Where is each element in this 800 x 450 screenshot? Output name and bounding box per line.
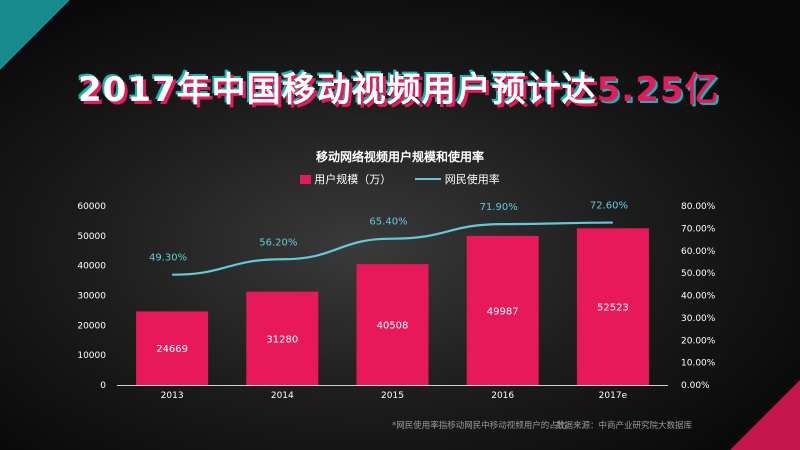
chart-title: 移动网络视频用户规模和使用率 — [315, 150, 484, 164]
y-right-tick-label: 70.00% — [681, 224, 716, 234]
title-main-text: 2017年中国移动视频用户预计达 — [78, 70, 597, 110]
bar — [356, 264, 429, 385]
legend-label-line: 网民使用率 — [444, 173, 500, 186]
bar — [466, 235, 539, 385]
y-left-tick-label: 30000 — [77, 292, 106, 302]
legend-item-bars: 用户规模（万） — [300, 171, 391, 187]
bar-value-label: 40508 — [377, 321, 409, 332]
y-right-tick-label: 30.00% — [681, 314, 716, 324]
bar-value-label: 52523 — [597, 303, 629, 314]
footnote: *网民使用率指移动网民中移动视频用户的占比 — [392, 421, 567, 431]
bar — [246, 291, 319, 385]
y-left-tick-label: 10000 — [77, 351, 106, 361]
usage-rate-label: 71.90% — [480, 202, 518, 213]
title-highlight-text: 5.25亿 — [596, 70, 720, 110]
x-tick-label: 2014 — [271, 391, 294, 401]
y-right-tick-label: 50.00% — [681, 269, 716, 279]
usage-rate-label: 72.60% — [590, 201, 628, 212]
bar-value-label: 49987 — [487, 306, 519, 317]
usage-rate-label: 56.20% — [259, 237, 297, 248]
legend-item-line: 网民使用率 — [414, 171, 500, 187]
y-right-tick-label: 80.00% — [681, 202, 716, 212]
corner-accent-bottom-right — [730, 380, 800, 450]
bar — [576, 228, 649, 385]
y-left-tick-label: 0 — [100, 381, 106, 391]
x-tick-label: 2015 — [381, 391, 404, 401]
y-right-tick-label: 60.00% — [681, 247, 716, 257]
corner-accent-top-left — [0, 0, 70, 70]
y-right-tick-label: 10.00% — [681, 359, 716, 369]
bar-value-label: 24669 — [156, 344, 188, 355]
y-left-tick-label: 20000 — [77, 321, 106, 331]
usage-rate-label: 49.30% — [149, 253, 187, 264]
usage-rate-label: 65.40% — [369, 217, 407, 228]
x-tick-label: 2013 — [161, 391, 184, 401]
legend-swatch-bar — [300, 175, 312, 184]
y-left-tick-label: 50000 — [77, 232, 106, 242]
y-left-tick-label: 60000 — [77, 202, 106, 212]
y-right-tick-label: 0.00% — [681, 381, 710, 391]
y-right-tick-label: 40.00% — [681, 292, 716, 302]
bar — [136, 311, 209, 385]
chart-legend: 用户规模（万） 网民使用率 — [0, 171, 800, 187]
y-left-tick-label: 40000 — [77, 262, 106, 272]
legend-swatch-line — [414, 178, 441, 180]
bar-value-label: 31280 — [266, 334, 298, 345]
y-right-tick-label: 20.00% — [681, 336, 716, 346]
legend-label-bars: 用户规模（万） — [314, 173, 392, 186]
source-note: 数据来源：中商产业研究院大数据库 — [556, 421, 693, 431]
x-tick-label: 2017e — [599, 391, 628, 401]
x-tick-label: 2016 — [491, 391, 514, 401]
page-title: 2017年中国移动视频用户预计达5.25亿 — [78, 62, 720, 111]
